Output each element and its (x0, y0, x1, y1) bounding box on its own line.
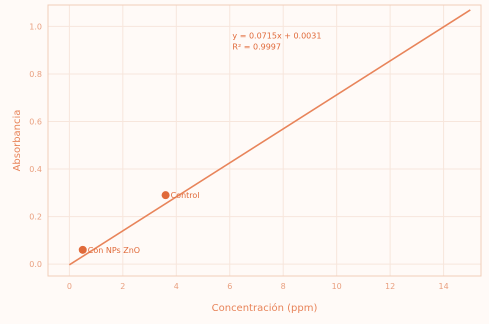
plot-border (47, 4, 482, 277)
x-tick-label: 14 (438, 282, 448, 291)
y-tick-label: 0.4 (29, 165, 42, 174)
data-layer (68, 9, 471, 266)
x-tick-label: 10 (332, 282, 342, 291)
x-tick-label: 6 (227, 282, 232, 291)
y-tick-label: 0.6 (29, 117, 42, 126)
data-point-label: Control (171, 191, 200, 200)
x-tick-label: 4 (174, 282, 179, 291)
data-point (161, 191, 170, 200)
y-tick-label: 0.0 (29, 260, 42, 269)
data-point (78, 245, 87, 254)
y-tick-label: 0.8 (29, 70, 42, 79)
y-tick-label: 1.0 (29, 22, 42, 31)
x-tick-label: 2 (120, 282, 125, 291)
axis-layer: 0 2 4 6 8 10 12 14 0.0 0.2 0.4 0.6 0.8 1.0 Concentraci… (12, 4, 482, 314)
y-tick-label: 0.2 (29, 213, 42, 222)
regression-line (68, 9, 471, 266)
grid-layer (48, 5, 481, 276)
x-tick-label: 12 (385, 282, 395, 291)
x-tick-label: 8 (281, 282, 286, 291)
label-layer: Con NPs ZnO Control y = 0.0715x + 0.0031 R²… (88, 31, 322, 255)
x-axis-title: Concentración (ppm) (212, 302, 318, 314)
regression-r2: R² = 0.9997 (232, 42, 281, 51)
data-point-label: Con NPs ZnO (88, 246, 140, 255)
x-tick-label: 0 (67, 282, 72, 291)
y-axis-title: Absorbancia (12, 110, 23, 172)
regression-equation: y = 0.0715x + 0.0031 (232, 31, 321, 40)
